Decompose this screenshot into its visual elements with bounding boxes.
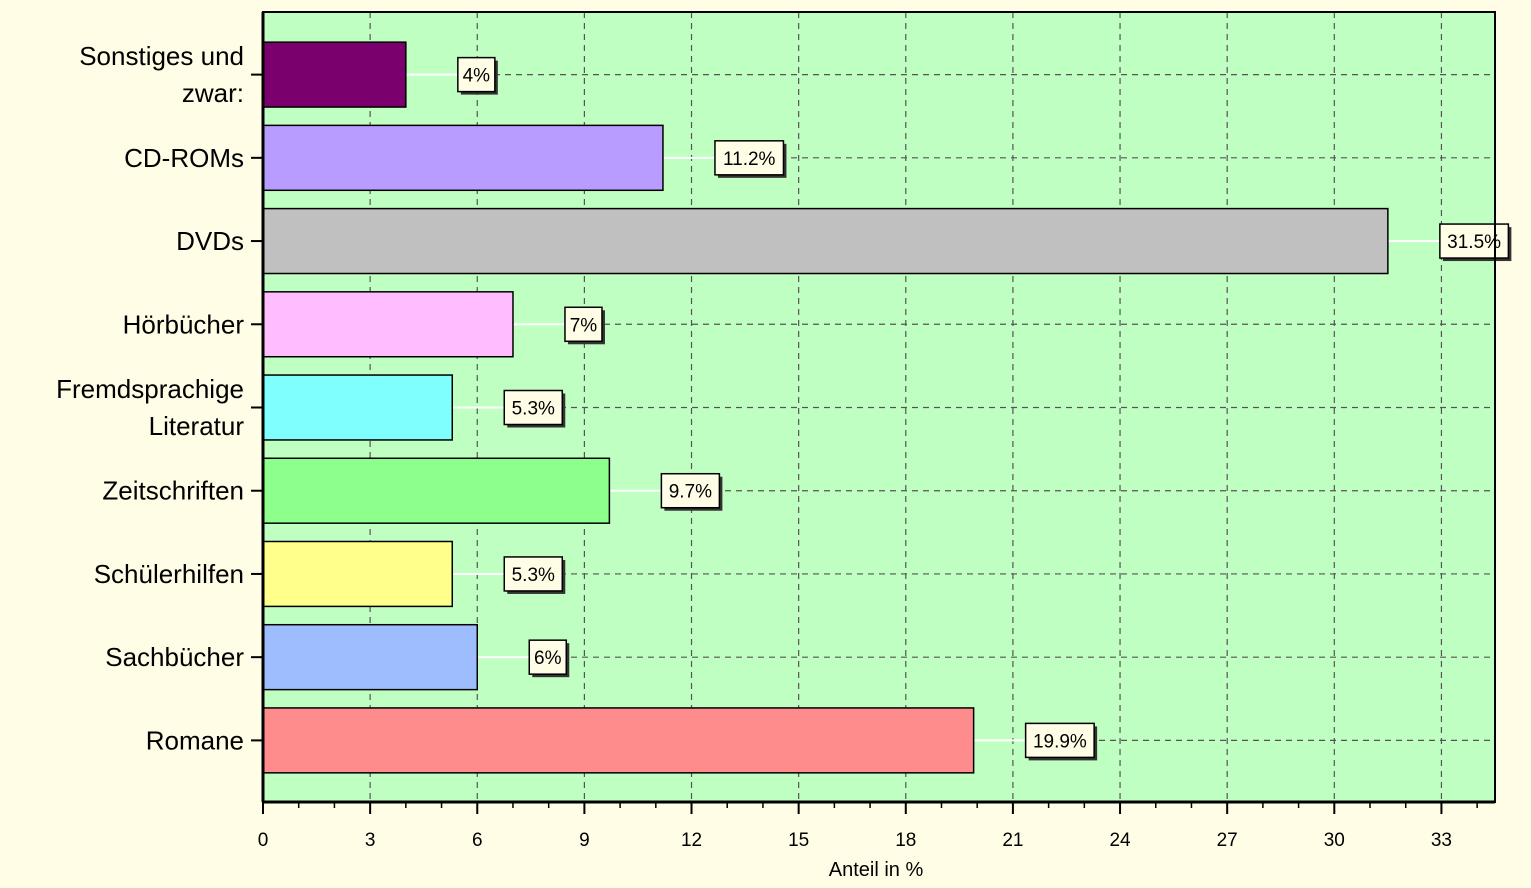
x-tick-label: 33 <box>1431 830 1452 851</box>
x-tick-label: 12 <box>681 830 702 851</box>
data-label: 11.2% <box>723 149 776 170</box>
category-label: zwar: <box>182 78 244 108</box>
bar <box>262 457 611 524</box>
category-label: DVDs <box>176 226 244 256</box>
bar <box>262 374 454 441</box>
data-label: 4% <box>463 66 491 87</box>
data-label-box <box>564 306 603 343</box>
data-label-box <box>528 639 568 675</box>
x-tick-label: 21 <box>1002 830 1023 851</box>
x-tick-label: 3 <box>365 830 376 851</box>
data-label: 19.9% <box>1033 731 1087 752</box>
bar <box>262 623 479 691</box>
category-label: Schülerhilfen <box>94 559 244 589</box>
plot-frame <box>262 11 1496 803</box>
bar <box>262 124 664 192</box>
x-tick-label: 18 <box>895 830 916 851</box>
x-tick-label: 9 <box>579 830 590 851</box>
category-label: CD-ROMs <box>124 143 244 173</box>
data-label-box <box>1439 223 1510 259</box>
category-label: Sachbücher <box>105 642 244 672</box>
data-label: 5.3% <box>512 565 555 586</box>
x-tick-label: 24 <box>1109 830 1131 851</box>
category-label: Literatur <box>149 411 245 441</box>
data-label-box <box>1024 722 1095 759</box>
category-labels: Sonstiges und zwar: CD-ROMs DVDs Hörbücher Fr… <box>56 41 263 755</box>
data-label: 7% <box>570 315 598 336</box>
bar <box>262 540 454 608</box>
data-label: 31.5% <box>1447 232 1501 253</box>
data-label-box <box>660 472 721 509</box>
data-label-box <box>503 556 564 592</box>
bar <box>262 707 975 774</box>
label-connectors <box>405 73 1440 742</box>
bars <box>262 41 1389 774</box>
category-label: Fremdsprachige <box>56 374 244 404</box>
x-tick-label: 15 <box>788 830 809 851</box>
data-label: 9.7% <box>669 482 712 503</box>
bar <box>262 207 1389 275</box>
data-label: 5.3% <box>512 399 555 420</box>
x-tick-label: 27 <box>1217 830 1238 851</box>
bar <box>262 41 407 108</box>
data-label: 6% <box>534 648 562 669</box>
category-label: Zeitschriften <box>102 476 244 506</box>
x-tick-label: 30 <box>1324 830 1345 851</box>
data-label-box <box>457 56 496 93</box>
category-label: Romane <box>146 725 244 755</box>
x-axis-title: Anteil in % <box>829 859 924 881</box>
data-label-box <box>714 140 785 176</box>
x-tick-label: 0 <box>258 830 269 851</box>
x-tick-label: 6 <box>472 830 483 851</box>
data-labels: 4% 11.2% 31.5% 7% 5.3% 9.7% 5.3% 6% 19.9% <box>457 56 1512 761</box>
data-label-box <box>503 389 564 426</box>
category-label: Sonstiges und <box>79 41 244 71</box>
bar <box>262 291 514 358</box>
category-label: Hörbücher <box>123 309 245 339</box>
